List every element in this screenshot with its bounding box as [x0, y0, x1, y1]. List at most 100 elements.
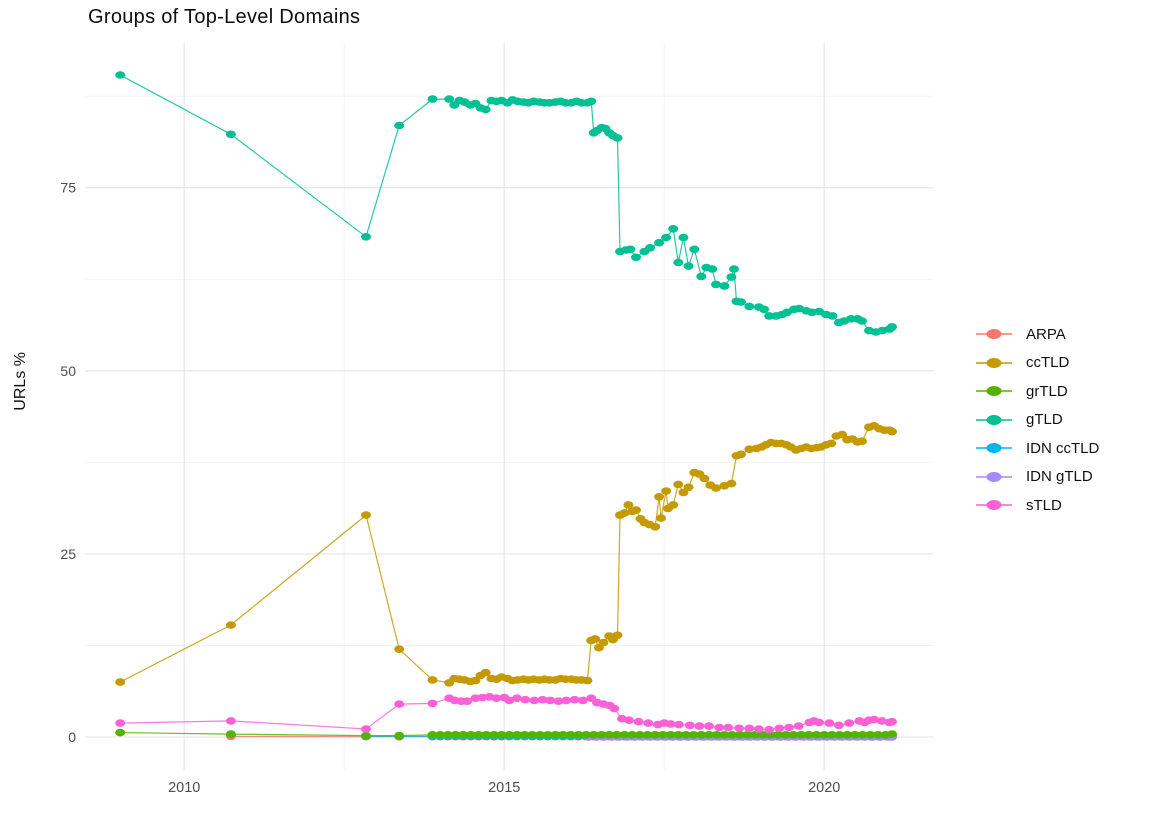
data-point	[582, 676, 593, 685]
data-point	[744, 724, 755, 733]
data-point	[734, 724, 745, 733]
data-point	[115, 719, 126, 727]
data-point	[764, 312, 775, 320]
data-point	[361, 725, 371, 733]
data-point	[427, 699, 438, 708]
data-point	[833, 721, 844, 730]
data-point	[225, 130, 236, 139]
data-point	[774, 724, 785, 733]
data-point	[711, 484, 721, 492]
data-point	[465, 731, 476, 739]
data-point	[586, 97, 597, 106]
data-point	[689, 245, 700, 254]
data-point	[537, 695, 548, 704]
data-point	[683, 262, 694, 270]
data-point	[604, 731, 615, 739]
data-point	[435, 731, 446, 739]
data-point	[496, 731, 507, 739]
data-point	[394, 700, 405, 708]
data-point	[661, 233, 672, 242]
data-point	[519, 731, 530, 739]
data-point	[826, 731, 837, 739]
legend-item-grtld: grTLD	[976, 377, 1099, 406]
legend-key-icon	[976, 498, 1012, 512]
data-point	[623, 501, 634, 509]
data-point	[714, 723, 725, 732]
major-gridlines	[85, 42, 933, 770]
data-point	[696, 731, 707, 739]
data-point	[542, 731, 553, 739]
data-point	[723, 723, 734, 732]
series-stld	[115, 693, 897, 734]
legend-label: sTLD	[1026, 496, 1062, 514]
data-point	[442, 731, 453, 739]
data-point	[788, 731, 799, 739]
data-point	[520, 695, 531, 704]
data-point	[558, 731, 569, 739]
data-point	[814, 718, 825, 727]
data-point	[887, 717, 897, 726]
data-point	[694, 722, 705, 730]
data-point	[727, 731, 737, 739]
data-point	[673, 480, 684, 489]
data-point	[656, 514, 666, 522]
legend-key-icon	[976, 413, 1012, 427]
data-point	[545, 696, 556, 705]
data-point	[683, 483, 694, 492]
y-tick-label: 25	[60, 546, 76, 562]
data-point	[565, 731, 576, 739]
data-point	[759, 305, 769, 314]
data-point	[581, 731, 592, 739]
legend-item-idn-gtld: IDN gTLD	[976, 463, 1099, 492]
data-point	[668, 225, 679, 233]
data-point	[427, 676, 438, 684]
legend-label: ARPA	[1026, 325, 1066, 343]
legend-key-icon	[976, 384, 1012, 398]
data-point	[750, 731, 761, 739]
legend-label: IDN gTLD	[1026, 468, 1093, 486]
data-point	[577, 696, 588, 705]
data-point	[834, 731, 845, 739]
data-point	[826, 439, 837, 448]
data-point	[527, 731, 538, 739]
y-tick-label: 0	[68, 729, 76, 745]
data-point	[673, 720, 684, 729]
x-tick-label: 2020	[808, 780, 840, 796]
series-line	[119, 74, 893, 333]
x-tick-label: 2010	[168, 780, 200, 796]
legend-item-arpa: ARPA	[976, 320, 1099, 349]
legend-label: IDN ccTLD	[1026, 439, 1100, 457]
data-point	[764, 725, 775, 734]
data-point	[394, 731, 405, 740]
data-point	[529, 696, 540, 705]
data-point	[633, 717, 644, 726]
legend-label: gTLD	[1026, 411, 1063, 429]
data-point	[811, 731, 822, 739]
data-point	[704, 731, 714, 739]
data-point	[427, 731, 438, 739]
chart-title: Groups of Top-Level Domains	[88, 6, 361, 28]
data-point	[645, 244, 656, 252]
data-point	[673, 258, 684, 267]
data-point	[650, 523, 661, 531]
data-point	[673, 731, 684, 739]
data-point	[726, 273, 737, 281]
data-point	[504, 696, 515, 705]
series-cctld	[115, 422, 897, 687]
data-point	[361, 511, 371, 519]
legend-item-stld: sTLD	[976, 491, 1099, 520]
data-point	[598, 638, 609, 647]
data-point	[361, 731, 371, 740]
data-point	[642, 731, 653, 739]
series-gtld	[115, 71, 897, 336]
data-point	[512, 694, 522, 702]
data-point	[887, 323, 897, 331]
data-point	[480, 105, 491, 114]
data-point	[734, 731, 745, 739]
data-point	[115, 678, 126, 686]
data-point	[827, 312, 838, 320]
data-point	[654, 493, 665, 501]
data-point	[115, 728, 126, 737]
data-point	[225, 621, 236, 629]
data-point	[699, 474, 710, 483]
